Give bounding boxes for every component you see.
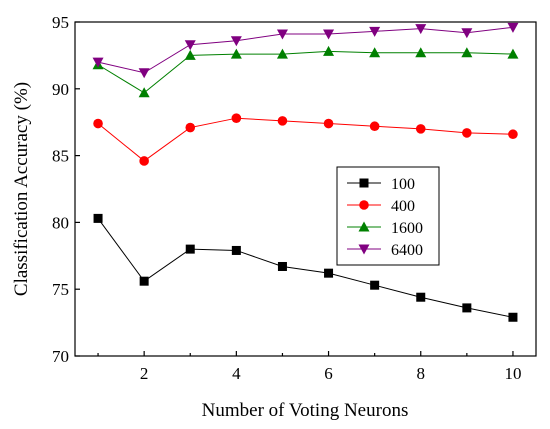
data-point — [277, 116, 288, 126]
data-point — [507, 48, 519, 59]
series-line — [97, 218, 514, 318]
data-point — [324, 268, 334, 278]
data-point — [369, 121, 380, 132]
data-point — [230, 36, 242, 47]
data-point — [231, 113, 242, 123]
data-point — [462, 303, 472, 313]
data-point — [415, 24, 427, 35]
data-point — [461, 47, 473, 58]
data-point — [138, 68, 150, 79]
y-axis: 70 75 80 85 90 95 — [52, 13, 80, 366]
data-point — [92, 57, 104, 68]
data-point — [462, 128, 472, 138]
data-point — [323, 45, 335, 56]
data-point — [323, 29, 335, 40]
legend-marker — [358, 221, 370, 232]
x-tick-label: 10 — [504, 364, 521, 383]
y-axis-label: Classification Accuracy (%) — [11, 82, 32, 296]
x-tick-label: 6 — [324, 364, 333, 383]
series-line — [97, 117, 513, 162]
data-point — [184, 49, 196, 60]
x-axis: 2 4 6 8 10 — [97, 351, 521, 383]
data-point — [369, 47, 381, 58]
legend-label: 1600 — [391, 220, 423, 237]
legend-box — [336, 166, 440, 266]
data-point — [415, 124, 426, 134]
series-400 — [93, 113, 518, 166]
x-tick-label: 4 — [232, 364, 241, 383]
plot-area-frame — [74, 21, 537, 357]
x-axis-label: Number of Voting Neurons — [202, 400, 409, 421]
series-1600 — [92, 45, 519, 98]
data-point — [323, 118, 334, 129]
data-point — [231, 245, 241, 255]
data-point — [369, 26, 381, 37]
series-line — [97, 50, 513, 94]
data-point — [276, 48, 288, 59]
data-point — [185, 122, 196, 133]
series-100 — [93, 213, 518, 322]
data-point — [93, 118, 103, 129]
series-layer — [92, 22, 519, 322]
y-tick-label: 75 — [52, 280, 69, 299]
data-point — [508, 312, 518, 322]
data-point — [508, 129, 518, 140]
series-6400 — [92, 22, 519, 79]
data-point — [184, 40, 196, 51]
y-tick-label: 80 — [52, 213, 69, 232]
y-tick-label: 90 — [52, 80, 69, 99]
legend-label: 6400 — [391, 242, 423, 259]
x-tick-label: 8 — [417, 364, 426, 383]
data-point — [276, 29, 288, 40]
data-point — [507, 22, 519, 33]
legend-item: 1600 — [347, 220, 423, 237]
legend-marker — [359, 178, 369, 188]
data-point — [416, 292, 426, 302]
data-point — [415, 47, 427, 58]
legend-item: 100 — [347, 176, 415, 193]
data-point — [93, 213, 103, 223]
x-tick-label: 2 — [140, 364, 149, 383]
y-tick-label: 95 — [52, 13, 69, 32]
y-tick-label: 85 — [52, 147, 69, 166]
y-tick-label: 70 — [52, 347, 69, 366]
legend-label: 100 — [391, 176, 415, 193]
data-point — [185, 244, 195, 254]
data-point — [139, 156, 149, 166]
data-point — [139, 276, 149, 286]
legend-label: 400 — [391, 198, 415, 215]
legend-item: 6400 — [347, 242, 423, 259]
data-point — [138, 87, 150, 98]
data-point — [461, 28, 473, 39]
series-line — [97, 26, 514, 74]
data-point — [277, 261, 287, 271]
legend-marker — [359, 200, 369, 210]
legend-marker — [358, 244, 370, 255]
data-point — [230, 48, 242, 59]
data-point — [370, 280, 380, 290]
legend-item: 400 — [347, 198, 415, 215]
legend: 100 400 1600 6400 — [336, 166, 440, 266]
